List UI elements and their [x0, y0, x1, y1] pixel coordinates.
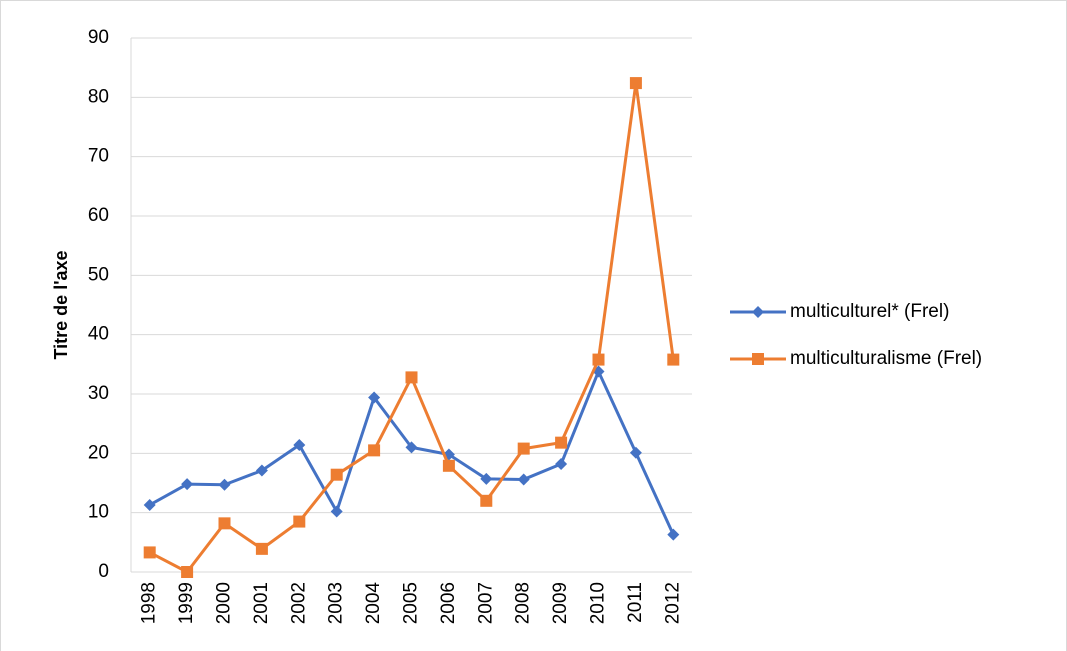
marker — [592, 353, 605, 366]
marker — [517, 442, 530, 455]
x-tick-label: 2009 — [550, 582, 571, 624]
marker — [629, 446, 642, 459]
x-tick-label: 2010 — [588, 582, 609, 624]
marker — [555, 458, 568, 471]
x-tick-label: 2008 — [513, 582, 534, 624]
marker — [143, 498, 156, 511]
marker — [667, 528, 680, 541]
y-tick-label: 10 — [88, 502, 109, 523]
marker — [143, 546, 156, 559]
x-tick-label: 2006 — [438, 582, 459, 624]
y-tick-label: 0 — [98, 561, 109, 582]
x-tick-label: 1999 — [176, 582, 197, 624]
marker — [368, 444, 381, 457]
marker — [667, 353, 680, 366]
marker — [330, 468, 343, 481]
marker — [442, 459, 455, 472]
x-tick-label: 2007 — [475, 582, 496, 624]
x-tick-label: 2003 — [326, 582, 347, 624]
y-tick-label: 60 — [88, 205, 109, 226]
x-tick-label: 2012 — [662, 582, 683, 624]
y-tick-label: 80 — [88, 86, 109, 107]
x-tick-label: 1998 — [139, 582, 160, 624]
x-tick-label: 2000 — [214, 582, 235, 624]
marker — [181, 566, 194, 578]
marker — [405, 371, 418, 384]
marker — [255, 464, 268, 477]
marker — [480, 494, 493, 507]
y-tick-label: 20 — [88, 442, 109, 463]
x-tick-label: 2001 — [251, 582, 272, 624]
marker — [293, 439, 306, 452]
marker — [330, 505, 343, 518]
marker — [293, 515, 306, 528]
x-tick-label: 2011 — [625, 582, 646, 623]
x-tick-label: 2002 — [288, 582, 309, 624]
legend-label: multiculturel* (Frel) — [790, 301, 949, 322]
y-tick-label: 90 — [88, 27, 109, 48]
marker — [405, 441, 418, 454]
legend-marker — [752, 306, 764, 318]
marker — [368, 391, 381, 404]
marker — [629, 77, 642, 90]
marker — [255, 542, 268, 555]
marker — [555, 436, 568, 449]
marker — [218, 517, 231, 530]
marker — [218, 478, 231, 491]
y-tick-label: 70 — [88, 146, 109, 167]
marker — [181, 478, 194, 491]
x-tick-label: 2004 — [363, 582, 384, 625]
y-axis-title: Titre de l'axe — [51, 250, 71, 359]
marker — [480, 472, 493, 485]
y-tick-label: 30 — [88, 383, 109, 404]
y-tick-label: 40 — [88, 324, 109, 345]
x-tick-label: 2005 — [401, 582, 422, 624]
marker — [517, 473, 530, 486]
y-tick-label: 50 — [88, 264, 109, 285]
legend-marker — [752, 353, 764, 365]
legend-label: multiculturalisme (Frel) — [790, 348, 982, 369]
